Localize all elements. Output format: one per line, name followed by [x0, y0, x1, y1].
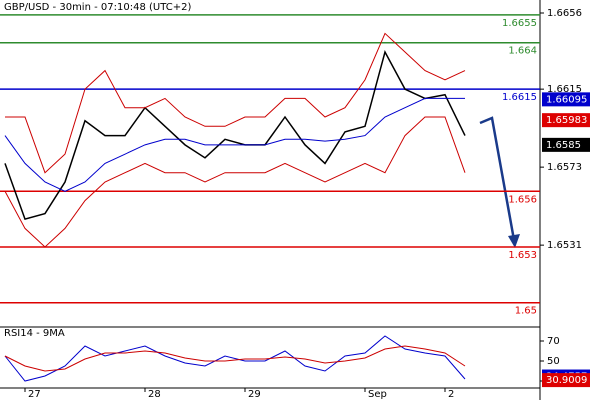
price-marker-label: 1.6585 — [546, 140, 581, 151]
x-tick-label: 28 — [148, 389, 161, 400]
arrow-head — [508, 234, 520, 248]
series-line — [4, 97, 465, 192]
series-line — [4, 116, 466, 248]
price-marker-label: 30.9009 — [546, 375, 587, 386]
x-tick-label: 29 — [248, 389, 261, 400]
series-line — [4, 345, 466, 372]
x-tick-label: 27 — [28, 389, 41, 400]
x-tick-label: Sep — [368, 389, 387, 400]
level-label: 1.664 — [508, 46, 537, 57]
y-tick-label: 1.6656 — [547, 8, 582, 19]
y-tick-label: 50 — [547, 356, 560, 367]
series-line — [4, 49, 466, 221]
price-marker — [542, 113, 590, 128]
price-marker — [542, 137, 590, 152]
price-marker — [542, 373, 590, 388]
chart-title: GBP/USD - 30min - 07:10:48 (UTC+2) — [4, 2, 191, 13]
y-tick-label: 1.6531 — [547, 240, 582, 251]
y-tick-label: 70 — [547, 336, 560, 347]
rsi-title: RSI14 - 9MA — [4, 328, 65, 339]
level-label: 1.6655 — [502, 18, 537, 29]
level-label: 1.653 — [508, 250, 537, 261]
y-tick-label: 1.6573 — [547, 162, 582, 173]
x-tick-label: 2 — [448, 389, 454, 400]
level-label: 1.656 — [508, 194, 537, 205]
series-line — [4, 335, 466, 382]
price-marker-label: 1.65983 — [546, 115, 587, 126]
price-marker — [542, 92, 590, 107]
y-tick-label: 1.6615 — [547, 84, 582, 95]
level-label: 1.6615 — [502, 92, 537, 103]
series-line — [5, 32, 466, 174]
level-label: 1.65 — [515, 306, 537, 317]
price-marker-label: 1.66095 — [546, 94, 587, 105]
forecast-arrow — [479, 116, 516, 241]
